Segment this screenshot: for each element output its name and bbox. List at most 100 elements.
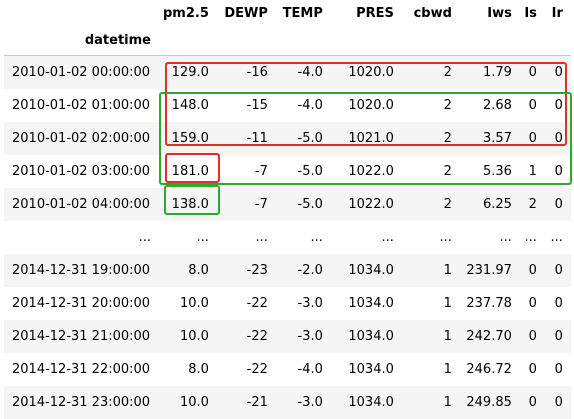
column-header: Is [520,0,545,26]
cell: -5.0 [276,188,331,221]
cell: 148.0 [159,89,217,122]
cell: 1.79 [460,56,520,90]
cell: 1034.0 [331,287,402,320]
cell: 10.0 [159,320,217,353]
cell: 0 [545,353,571,386]
cell: 8.0 [159,353,217,386]
table-row: 2010-01-02 03:00:00 181.0 -7 -5.0 1022.0… [4,155,571,188]
cell: 0 [545,320,571,353]
cell: -3.0 [276,287,331,320]
cell: 2 [402,155,460,188]
cell: 159.0 [159,122,217,155]
cell: 1022.0 [331,155,402,188]
cell: 231.97 [460,254,520,287]
cell: 0 [545,155,571,188]
row-index: 2014-12-31 22:00:00 [4,353,159,386]
cell: 1020.0 [331,89,402,122]
cell: -22 [217,320,276,353]
cell: ... [402,221,460,254]
table-row: 2014-12-31 20:00:00 10.0 -22 -3.0 1034.0… [4,287,571,320]
cell: ... [276,221,331,254]
cell: 0 [545,89,571,122]
cell: 1 [402,353,460,386]
column-header: pm2.5 [159,0,217,26]
cell: 0 [545,122,571,155]
table-row: 2014-12-31 19:00:00 8.0 -23 -2.0 1034.0 … [4,254,571,287]
cell: 2 [402,188,460,221]
cell: 181.0 [159,155,217,188]
cell: 1020.0 [331,56,402,90]
cell: -4.0 [276,353,331,386]
cell: ... [217,221,276,254]
cell: 6.25 [460,188,520,221]
table-row: 2010-01-02 02:00:00 159.0 -11 -5.0 1021.… [4,122,571,155]
row-index: 2010-01-02 01:00:00 [4,89,159,122]
cell: -4.0 [276,56,331,90]
cell: 138.0 [159,188,217,221]
cell: 1034.0 [331,320,402,353]
row-index: 2010-01-02 00:00:00 [4,56,159,90]
cell: ... [545,221,571,254]
cell: 0 [520,254,545,287]
table-row: 2014-12-31 21:00:00 10.0 -22 -3.0 1034.0… [4,320,571,353]
cell: 2 [520,188,545,221]
column-header: cbwd [402,0,460,26]
cell: 2 [402,122,460,155]
cell: -15 [217,89,276,122]
cell: 237.78 [460,287,520,320]
cell: -5.0 [276,155,331,188]
table-row: 2010-01-02 04:00:00 138.0 -7 -5.0 1022.0… [4,188,571,221]
cell: -7 [217,155,276,188]
cell: ... [159,221,217,254]
cell: 1021.0 [331,122,402,155]
table-row: 2010-01-02 01:00:00 148.0 -15 -4.0 1020.… [4,89,571,122]
cell: -4.0 [276,89,331,122]
cell: 0 [520,320,545,353]
row-index: 2010-01-02 04:00:00 [4,188,159,221]
cell: 0 [545,287,571,320]
column-header: Ir [545,0,571,26]
table-row: 2010-01-02 00:00:00 129.0 -16 -4.0 1020.… [4,56,571,90]
cell: 3.57 [460,122,520,155]
column-header: TEMP [276,0,331,26]
cell: 2 [402,56,460,90]
cell: 0 [545,56,571,90]
row-index: 2010-01-02 03:00:00 [4,155,159,188]
cell: 0 [520,287,545,320]
cell: 1 [402,320,460,353]
cell: ... [520,221,545,254]
cell: -16 [217,56,276,90]
cell: 1 [402,254,460,287]
cell: 242.70 [460,320,520,353]
cell: -23 [217,254,276,287]
cell: 1034.0 [331,254,402,287]
table-body: 2010-01-02 00:00:00 129.0 -16 -4.0 1020.… [4,56,571,419]
cell: 1022.0 [331,188,402,221]
cell: 2.68 [460,89,520,122]
cell: -2.0 [276,254,331,287]
row-index: 2010-01-02 02:00:00 [4,122,159,155]
cell: 0 [545,188,571,221]
column-header: DEWP [217,0,276,26]
cell: 0 [520,353,545,386]
cell: -7 [217,188,276,221]
cell: -3.0 [276,320,331,353]
column-header: Iws [460,0,520,26]
column-header-row: pm2.5 DEWP TEMP PRES cbwd Iws Is Ir [4,0,571,26]
row-index: 2014-12-31 21:00:00 [4,320,159,353]
cell: 8.0 [159,254,217,287]
header-blank [4,0,159,26]
cell: -22 [217,353,276,386]
cell: 129.0 [159,56,217,90]
table-row-ellipsis: ... ... ... ... ... ... ... ... ... [4,221,571,254]
cell: -5.0 [276,122,331,155]
cell: ... [331,221,402,254]
cell: 2 [402,89,460,122]
dataframe-table: pm2.5 DEWP TEMP PRES cbwd Iws Is Ir date… [4,0,571,419]
cell: 5.36 [460,155,520,188]
cell: 0 [520,56,545,90]
cell: ... [460,221,520,254]
cell: 0 [520,89,545,122]
cell: 0 [545,254,571,287]
cell: 1 [520,155,545,188]
